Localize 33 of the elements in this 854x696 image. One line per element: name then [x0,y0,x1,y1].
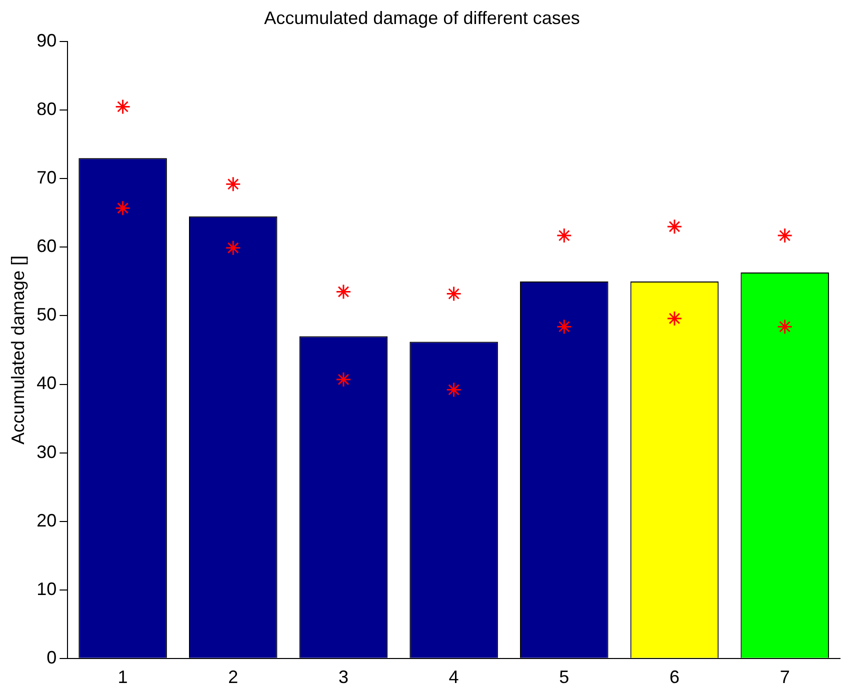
y-tick-label: 60 [36,236,57,256]
chart-title: Accumulated damage of different cases [264,8,580,28]
point [225,176,241,192]
y-tick-label: 10 [36,578,57,599]
point [777,228,793,244]
point [115,98,131,114]
x-tick-label: 3 [338,667,348,688]
point [666,310,682,326]
point [556,228,572,244]
point [336,372,352,388]
y-tick-label: 30 [36,442,57,462]
point [115,200,131,216]
y-tick-label: 20 [36,510,57,530]
x-tick-label: 4 [448,667,459,688]
x-tick-label: 2 [228,667,238,688]
x-tick-label: 6 [669,667,680,688]
x-tick-label: 1 [118,667,128,688]
point [336,284,352,300]
point [446,286,462,302]
y-tick-label: 80 [36,99,57,120]
point [666,218,682,234]
y-tick-label: 70 [36,168,57,188]
x-tick-label: 5 [559,667,570,688]
y-tick-label: 90 [36,30,57,51]
point [446,382,462,398]
y-tick-label: 40 [36,373,57,394]
y-axis-title: Accumulated damage [] [8,255,28,445]
point [556,318,572,334]
point [777,318,793,334]
point [225,240,241,256]
y-tick-label: 0 [46,647,57,668]
y-tick-label: 50 [36,304,57,325]
x-tick-label: 7 [780,667,790,688]
